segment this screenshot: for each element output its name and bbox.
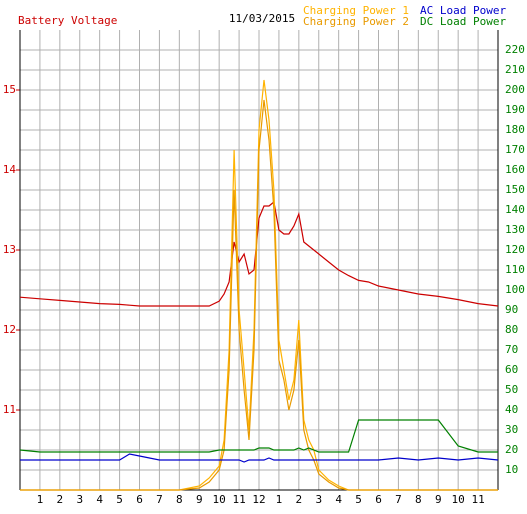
x-tick-label: 2 bbox=[57, 493, 64, 506]
y2-tick-label: 70 bbox=[505, 343, 518, 356]
y2-tick-label: 220 bbox=[505, 43, 525, 56]
y2-tick-label: 180 bbox=[505, 123, 525, 136]
legend-label: DC Load Power bbox=[420, 15, 506, 28]
y2-tick-label: 40 bbox=[505, 403, 518, 416]
x-tick-label: 9 bbox=[435, 493, 442, 506]
y-tick-label: 14 bbox=[3, 163, 17, 176]
y2-tick-label: 90 bbox=[505, 303, 518, 316]
x-tick-label: 7 bbox=[395, 493, 402, 506]
chart-title: 11/03/2015 bbox=[229, 12, 295, 25]
x-tick-label: 10 bbox=[452, 493, 465, 506]
series-line bbox=[19, 419, 498, 453]
y2-tick-label: 200 bbox=[505, 83, 525, 96]
x-tick-label: 1 bbox=[37, 493, 44, 506]
y2-tick-label: 170 bbox=[505, 143, 525, 156]
y-tick-label: 15 bbox=[3, 83, 16, 96]
x-tick-label: 6 bbox=[136, 493, 143, 506]
x-tick-label: 10 bbox=[213, 493, 226, 506]
x-tick-label: 5 bbox=[355, 493, 362, 506]
x-tick-label: 4 bbox=[96, 493, 103, 506]
x-tick-label: 3 bbox=[315, 493, 322, 506]
x-tick-label: 5 bbox=[116, 493, 123, 506]
y-tick-label: 12 bbox=[3, 323, 16, 336]
y2-tick-label: 80 bbox=[505, 323, 518, 336]
legend-label: AC Load Power bbox=[420, 4, 506, 17]
x-tick-label: 11 bbox=[232, 493, 245, 506]
x-tick-label: 7 bbox=[156, 493, 163, 506]
series-line bbox=[20, 99, 498, 491]
x-tick-label: 11 bbox=[471, 493, 484, 506]
y2-tick-label: 20 bbox=[505, 443, 518, 456]
x-tick-label: 4 bbox=[335, 493, 342, 506]
series-line bbox=[20, 453, 499, 463]
y2-tick-label: 190 bbox=[505, 103, 525, 116]
y2-tick-label: 150 bbox=[505, 183, 525, 196]
y2-tick-label: 100 bbox=[505, 283, 525, 296]
y2-tick-label: 130 bbox=[505, 223, 525, 236]
x-tick-label: 2 bbox=[296, 493, 303, 506]
x-tick-label: 8 bbox=[415, 493, 422, 506]
y2-tick-label: 120 bbox=[505, 243, 525, 256]
x-tick-label: 8 bbox=[176, 493, 183, 506]
y2-tick-label: 60 bbox=[505, 363, 518, 376]
legend-label: Battery Voltage bbox=[18, 14, 117, 27]
y2-tick-label: 30 bbox=[505, 423, 518, 436]
y-tick-label: 11 bbox=[3, 403, 16, 416]
y2-tick-label: 160 bbox=[505, 163, 525, 176]
y-tick-label: 13 bbox=[3, 243, 16, 256]
y2-tick-label: 140 bbox=[505, 203, 525, 216]
x-tick-label: 6 bbox=[375, 493, 382, 506]
legend-label: Charging Power 2 bbox=[303, 15, 409, 28]
x-tick-label: 9 bbox=[196, 493, 203, 506]
x-tick-label: 12 bbox=[252, 493, 265, 506]
series-line bbox=[19, 200, 499, 307]
x-tick-label: 3 bbox=[76, 493, 83, 506]
y2-tick-label: 50 bbox=[505, 383, 518, 396]
legend-label: Charging Power 1 bbox=[303, 4, 409, 17]
y2-tick-label: 210 bbox=[505, 63, 525, 76]
x-tick-label: 1 bbox=[276, 493, 283, 506]
y2-tick-label: 10 bbox=[505, 463, 518, 476]
y2-tick-label: 110 bbox=[505, 263, 525, 276]
